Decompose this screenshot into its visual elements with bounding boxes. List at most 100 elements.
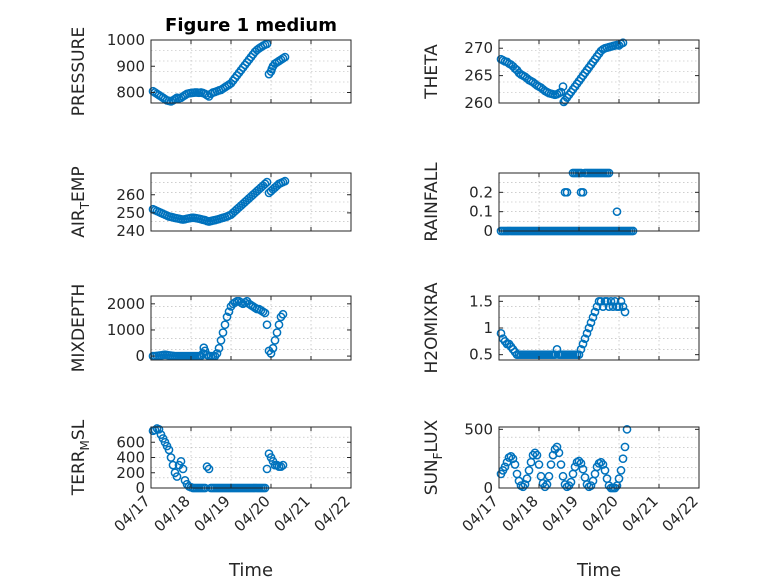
data-point: [212, 349, 222, 358]
x-tick-label: 04/21: [271, 492, 314, 535]
subplot-5: 0 1000 2000 MIXDEPTH: [69, 284, 352, 373]
subplot-2: 260 265 270 THETA: [422, 38, 700, 112]
data-point: [518, 482, 528, 492]
data-point: [262, 464, 272, 474]
data-point: [202, 462, 212, 471]
data-point: [586, 481, 596, 491]
y-axis-label: SUNFLUX: [422, 419, 445, 495]
data-point: [262, 177, 272, 187]
data-series: [496, 296, 630, 360]
y-tick-label: 250: [116, 204, 145, 222]
data-point: [556, 87, 566, 97]
axes-box: [498, 39, 700, 104]
y-tick-label: 1: [483, 319, 493, 337]
data-point: [584, 323, 594, 333]
y-tick-label: 500: [464, 420, 493, 438]
data-point: [272, 328, 282, 337]
data-point: [510, 460, 520, 469]
data-point: [274, 320, 284, 330]
data-point: [600, 466, 610, 475]
y-tick-label: 0: [135, 347, 145, 365]
axes-box: [150, 39, 352, 104]
data-point: [576, 344, 586, 354]
data-point: [622, 424, 632, 434]
data-point: [268, 343, 278, 353]
y-tick-label: 0.2: [469, 183, 493, 201]
data-point: [164, 445, 174, 455]
data-point: [276, 462, 286, 471]
x-tick-label: 04/19: [191, 492, 234, 535]
data-point: [610, 296, 620, 306]
figure-title: Figure 1 medium: [165, 15, 337, 36]
axes-box: [498, 426, 700, 489]
data-point: [616, 296, 626, 306]
data-point: [566, 477, 576, 487]
grid: [151, 427, 351, 488]
x-tick-label: 04/19: [539, 492, 582, 535]
y-axis-label: PRESSURE: [69, 27, 89, 116]
data-point: [532, 450, 542, 460]
x-axis-label: Time: [576, 560, 621, 581]
data-point: [178, 464, 188, 474]
data-point: [522, 474, 532, 483]
data-point: [558, 82, 568, 91]
data-point: [166, 453, 176, 462]
data-point: [586, 318, 596, 328]
data-point: [580, 334, 590, 344]
data-series: [148, 39, 290, 106]
data-point: [602, 296, 612, 306]
data-series: [496, 424, 632, 493]
data-point: [224, 307, 234, 317]
data-point: [554, 448, 564, 458]
y-tick-label: 260: [464, 94, 493, 112]
data-point: [222, 312, 232, 322]
data-point: [556, 460, 566, 469]
data-point: [588, 312, 598, 322]
x-tick-label: 04/20: [231, 492, 274, 535]
data-point: [590, 307, 600, 317]
y-tick-label: 400: [116, 449, 145, 467]
data-point: [280, 176, 290, 186]
data-point: [528, 450, 538, 460]
data-point: [530, 448, 540, 458]
data-point: [618, 302, 628, 312]
data-point: [154, 424, 164, 434]
data-point: [546, 460, 556, 469]
x-tick-label: 04/22: [311, 492, 354, 535]
data-point: [578, 464, 588, 474]
y-axis-label: TERRMSL: [69, 419, 92, 496]
data-point: [218, 328, 228, 337]
data-point: [270, 336, 280, 345]
data-point: [578, 339, 588, 349]
data-point: [500, 462, 510, 472]
data-point: [596, 457, 606, 467]
data-point: [496, 328, 506, 338]
x-tick-label: 04/21: [619, 492, 662, 535]
grid: [499, 173, 699, 231]
x-axis-label: Time: [228, 560, 273, 581]
data-point: [596, 296, 606, 306]
data-point: [574, 456, 584, 466]
y-axis-label: THETA: [422, 44, 442, 100]
x-tick-label: 04/18: [499, 492, 542, 535]
y-tick-label: 2000: [107, 295, 145, 313]
data-point: [262, 320, 272, 330]
data-point: [260, 308, 270, 318]
data-point: [216, 336, 226, 345]
data-point: [524, 466, 534, 475]
data-point: [278, 309, 288, 319]
y-tick-label: 1000: [107, 321, 145, 339]
data-point: [582, 328, 592, 338]
data-point: [616, 466, 626, 475]
x-tick-label: 04/17: [111, 492, 154, 535]
subplot-4: 00.1 0.2 RAINFALL: [422, 162, 700, 242]
data-point: [168, 460, 178, 470]
data-point: [618, 454, 628, 464]
data-point: [614, 474, 624, 483]
data-point: [604, 302, 614, 312]
y-axis-label: MIXDEPTH: [69, 284, 89, 373]
data-point: [614, 302, 624, 312]
